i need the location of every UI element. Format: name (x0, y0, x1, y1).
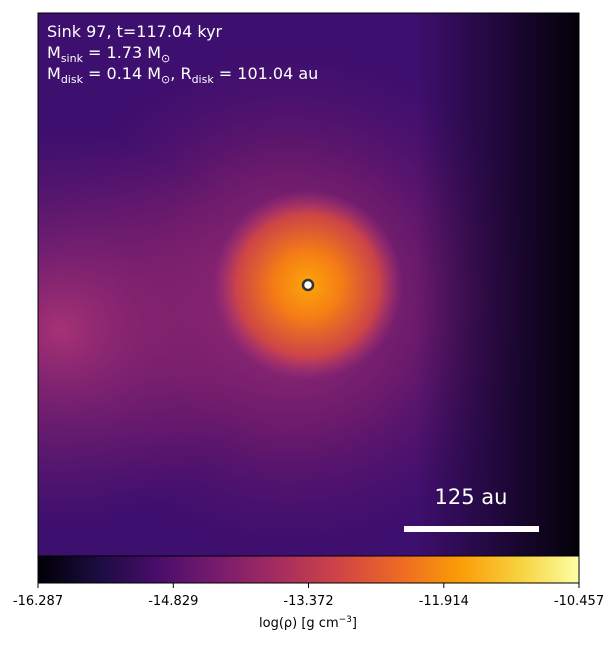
annotation-text: M (47, 43, 61, 62)
annotation-subscript: ⊙ (161, 73, 170, 86)
annotation: Mdisk = 0.14 M⊙, Rdisk = 101.04 au (47, 64, 318, 86)
annotation-text: Sink 97, t=117.04 kyr (47, 22, 223, 41)
annotation: Sink 97, t=117.04 kyr (47, 22, 223, 41)
scale-bar-label: 125 au (435, 485, 508, 509)
colorbar-tick-label: -11.914 (419, 594, 469, 609)
annotation-text: = 1.73 M (83, 43, 161, 62)
annotation-text: M (47, 64, 61, 83)
sink-marker (301, 278, 315, 292)
colorbar-tick-label: -16.287 (13, 594, 63, 609)
colorbar-label-superscript: −3 (339, 615, 352, 625)
colorbar-label: log(ρ) [g cm−3] (259, 615, 357, 631)
annotation-subscript: disk (61, 73, 84, 86)
colorbar-label-text: log(ρ) [g cm (259, 616, 339, 631)
annotation-subscript: disk (192, 73, 215, 86)
colorbar (37, 555, 580, 584)
colorbar-tick-label: -13.372 (283, 594, 333, 609)
annotation-text: = 0.14 M (83, 64, 161, 83)
colorbar-axis: -16.287 -14.829 -13.372 -11.914 -10.457 (13, 583, 604, 609)
annotation: Msink = 1.73 M⊙ (47, 43, 170, 65)
colorbar-tick-label: -10.457 (554, 594, 604, 609)
annotation-text: = 101.04 au (214, 64, 319, 83)
annotation-text: , R (170, 64, 191, 83)
annotation-subscript: sink (61, 52, 84, 65)
annotation-subscript: ⊙ (161, 52, 170, 65)
colorbar-tick-label: -14.829 (148, 594, 198, 609)
colorbar-label-text: ] (352, 616, 357, 631)
